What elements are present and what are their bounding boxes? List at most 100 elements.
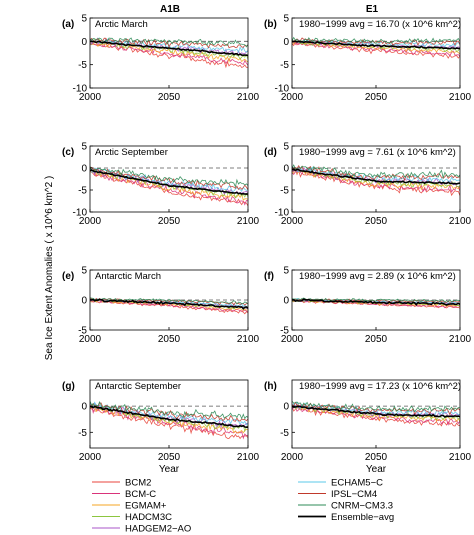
column-title-a1b: A1B (160, 4, 180, 15)
x-tick-label: 2100 (237, 452, 260, 463)
x-axis-label: Year (159, 464, 180, 475)
panel-label: (a) (62, 19, 74, 30)
legend-item: BCM-C (92, 489, 156, 500)
series-line-cnrm-cm3-3 (292, 36, 460, 45)
ensemble-avg-line (90, 298, 248, 310)
y-tick-label: 5 (283, 266, 289, 277)
ensemble-avg-line (292, 405, 460, 418)
series-group (292, 400, 460, 427)
series-line-bcm2 (90, 407, 248, 440)
panel-label: (g) (62, 381, 75, 392)
y-tick-label: 0 (283, 296, 289, 307)
legend-label: ECHAM5−C (331, 478, 383, 489)
x-tick-label: 2000 (79, 452, 102, 463)
legend-label: EGMAM+ (125, 501, 167, 512)
y-tick-label: -10 (73, 208, 88, 219)
y-tick-label: 0 (283, 37, 289, 48)
legend-label: HADGEM2−AO (125, 524, 191, 535)
panel-label: (e) (62, 271, 74, 282)
x-tick-label: 2050 (365, 334, 388, 345)
series-line-hadcm3c (90, 167, 248, 199)
series-line-bcm2 (292, 40, 460, 59)
panel-annotation: 1980−1999 avg = 2.89 (x 10^6 km^2) (299, 271, 456, 282)
y-tick-label: 0 (283, 402, 289, 413)
series-group (292, 164, 460, 197)
series-line-ipsl-cm4 (292, 165, 460, 182)
legend-item: EGMAM+ (92, 501, 167, 512)
y-tick-label: 0 (283, 164, 289, 175)
legend-label: BCM-C (125, 489, 156, 500)
y-axis-label-unit: ( x 10^6 km^2 ) (44, 176, 55, 244)
series-line-cnrm-cm3-3 (90, 165, 248, 189)
y-axis-label-text: Sea Ice Extent Anomalies (44, 246, 55, 360)
column-title-e1: E1 (366, 4, 379, 15)
panel-label: (f) (264, 271, 274, 282)
y-tick-label: -5 (280, 428, 289, 439)
x-tick-label: 2000 (79, 92, 102, 103)
legend-item: IPSL−CM4 (298, 489, 377, 500)
legend-label: IPSL−CM4 (331, 489, 377, 500)
panel-title: Arctic September (95, 147, 168, 158)
x-tick-label: 2050 (158, 334, 181, 345)
series-group (90, 401, 248, 440)
x-tick-label: 2000 (281, 452, 304, 463)
y-tick-label: 0 (81, 296, 87, 307)
panel-label: (c) (62, 147, 74, 158)
panel-annotation: 1980−1999 avg = 17.23 (x 10^6 km^2) (299, 381, 461, 392)
ensemble-avg-line (90, 169, 248, 195)
legend-label: BCM2 (125, 478, 151, 489)
x-tick-label: 2000 (281, 334, 304, 345)
panel-label: (d) (264, 147, 277, 158)
series-group (90, 165, 248, 207)
series-line-ipsl-cm4 (90, 166, 248, 191)
x-tick-label: 2050 (158, 216, 181, 227)
series-line-bcm2 (292, 405, 460, 427)
panel-label: (h) (264, 381, 277, 392)
series-group (90, 37, 248, 69)
legend-item: ECHAM5−C (298, 478, 383, 489)
series-line-hadcm3c (90, 38, 248, 60)
x-tick-label: 2100 (449, 452, 472, 463)
x-axis-label: Year (366, 464, 387, 475)
x-tick-label: 2050 (158, 92, 181, 103)
series-line-cnrm-cm3-3 (292, 297, 460, 303)
x-tick-label: 2100 (237, 216, 260, 227)
y-tick-label: -5 (78, 326, 87, 337)
y-tick-label: 0 (81, 402, 87, 413)
panel-title: Arctic March (95, 19, 148, 30)
x-tick-label: 2000 (79, 216, 102, 227)
series-line-egmam- (292, 166, 460, 191)
y-tick-label: 5 (81, 14, 87, 25)
x-tick-label: 2050 (365, 216, 388, 227)
series-group (292, 36, 460, 59)
x-tick-label: 2100 (449, 216, 472, 227)
series-group (292, 297, 460, 309)
y-tick-label: 5 (283, 14, 289, 25)
panel-annotation: 1980−1999 avg = 7.61 (x 10^6 km^2) (299, 147, 456, 158)
y-tick-label: -10 (275, 84, 290, 95)
y-tick-label: -5 (280, 326, 289, 337)
legend-item: Ensemble−avg (298, 512, 394, 523)
ensemble-avg-line (292, 168, 460, 185)
ensemble-avg-line (292, 298, 460, 306)
panel-title: Antarctic March (95, 271, 161, 282)
series-group (90, 297, 248, 315)
series-line-cnrm-cm3-3 (90, 37, 248, 48)
panel: 0 -5 2000 2050 2100 Year (g) Antarctic Septembe… (62, 379, 260, 475)
legend-item: HADGEM2−AO (92, 524, 191, 535)
x-tick-label: 2000 (79, 334, 102, 345)
x-tick-label: 2050 (158, 452, 181, 463)
y-tick-label: -5 (280, 186, 289, 197)
x-tick-label: 2100 (237, 334, 260, 345)
x-tick-label: 2000 (281, 216, 304, 227)
ensemble-avg-line (90, 40, 248, 57)
series-line-cnrm-cm3-3 (292, 164, 460, 180)
series-line-cnrm-cm3-3 (90, 401, 248, 420)
legend-label: HADCM3C (125, 512, 172, 523)
